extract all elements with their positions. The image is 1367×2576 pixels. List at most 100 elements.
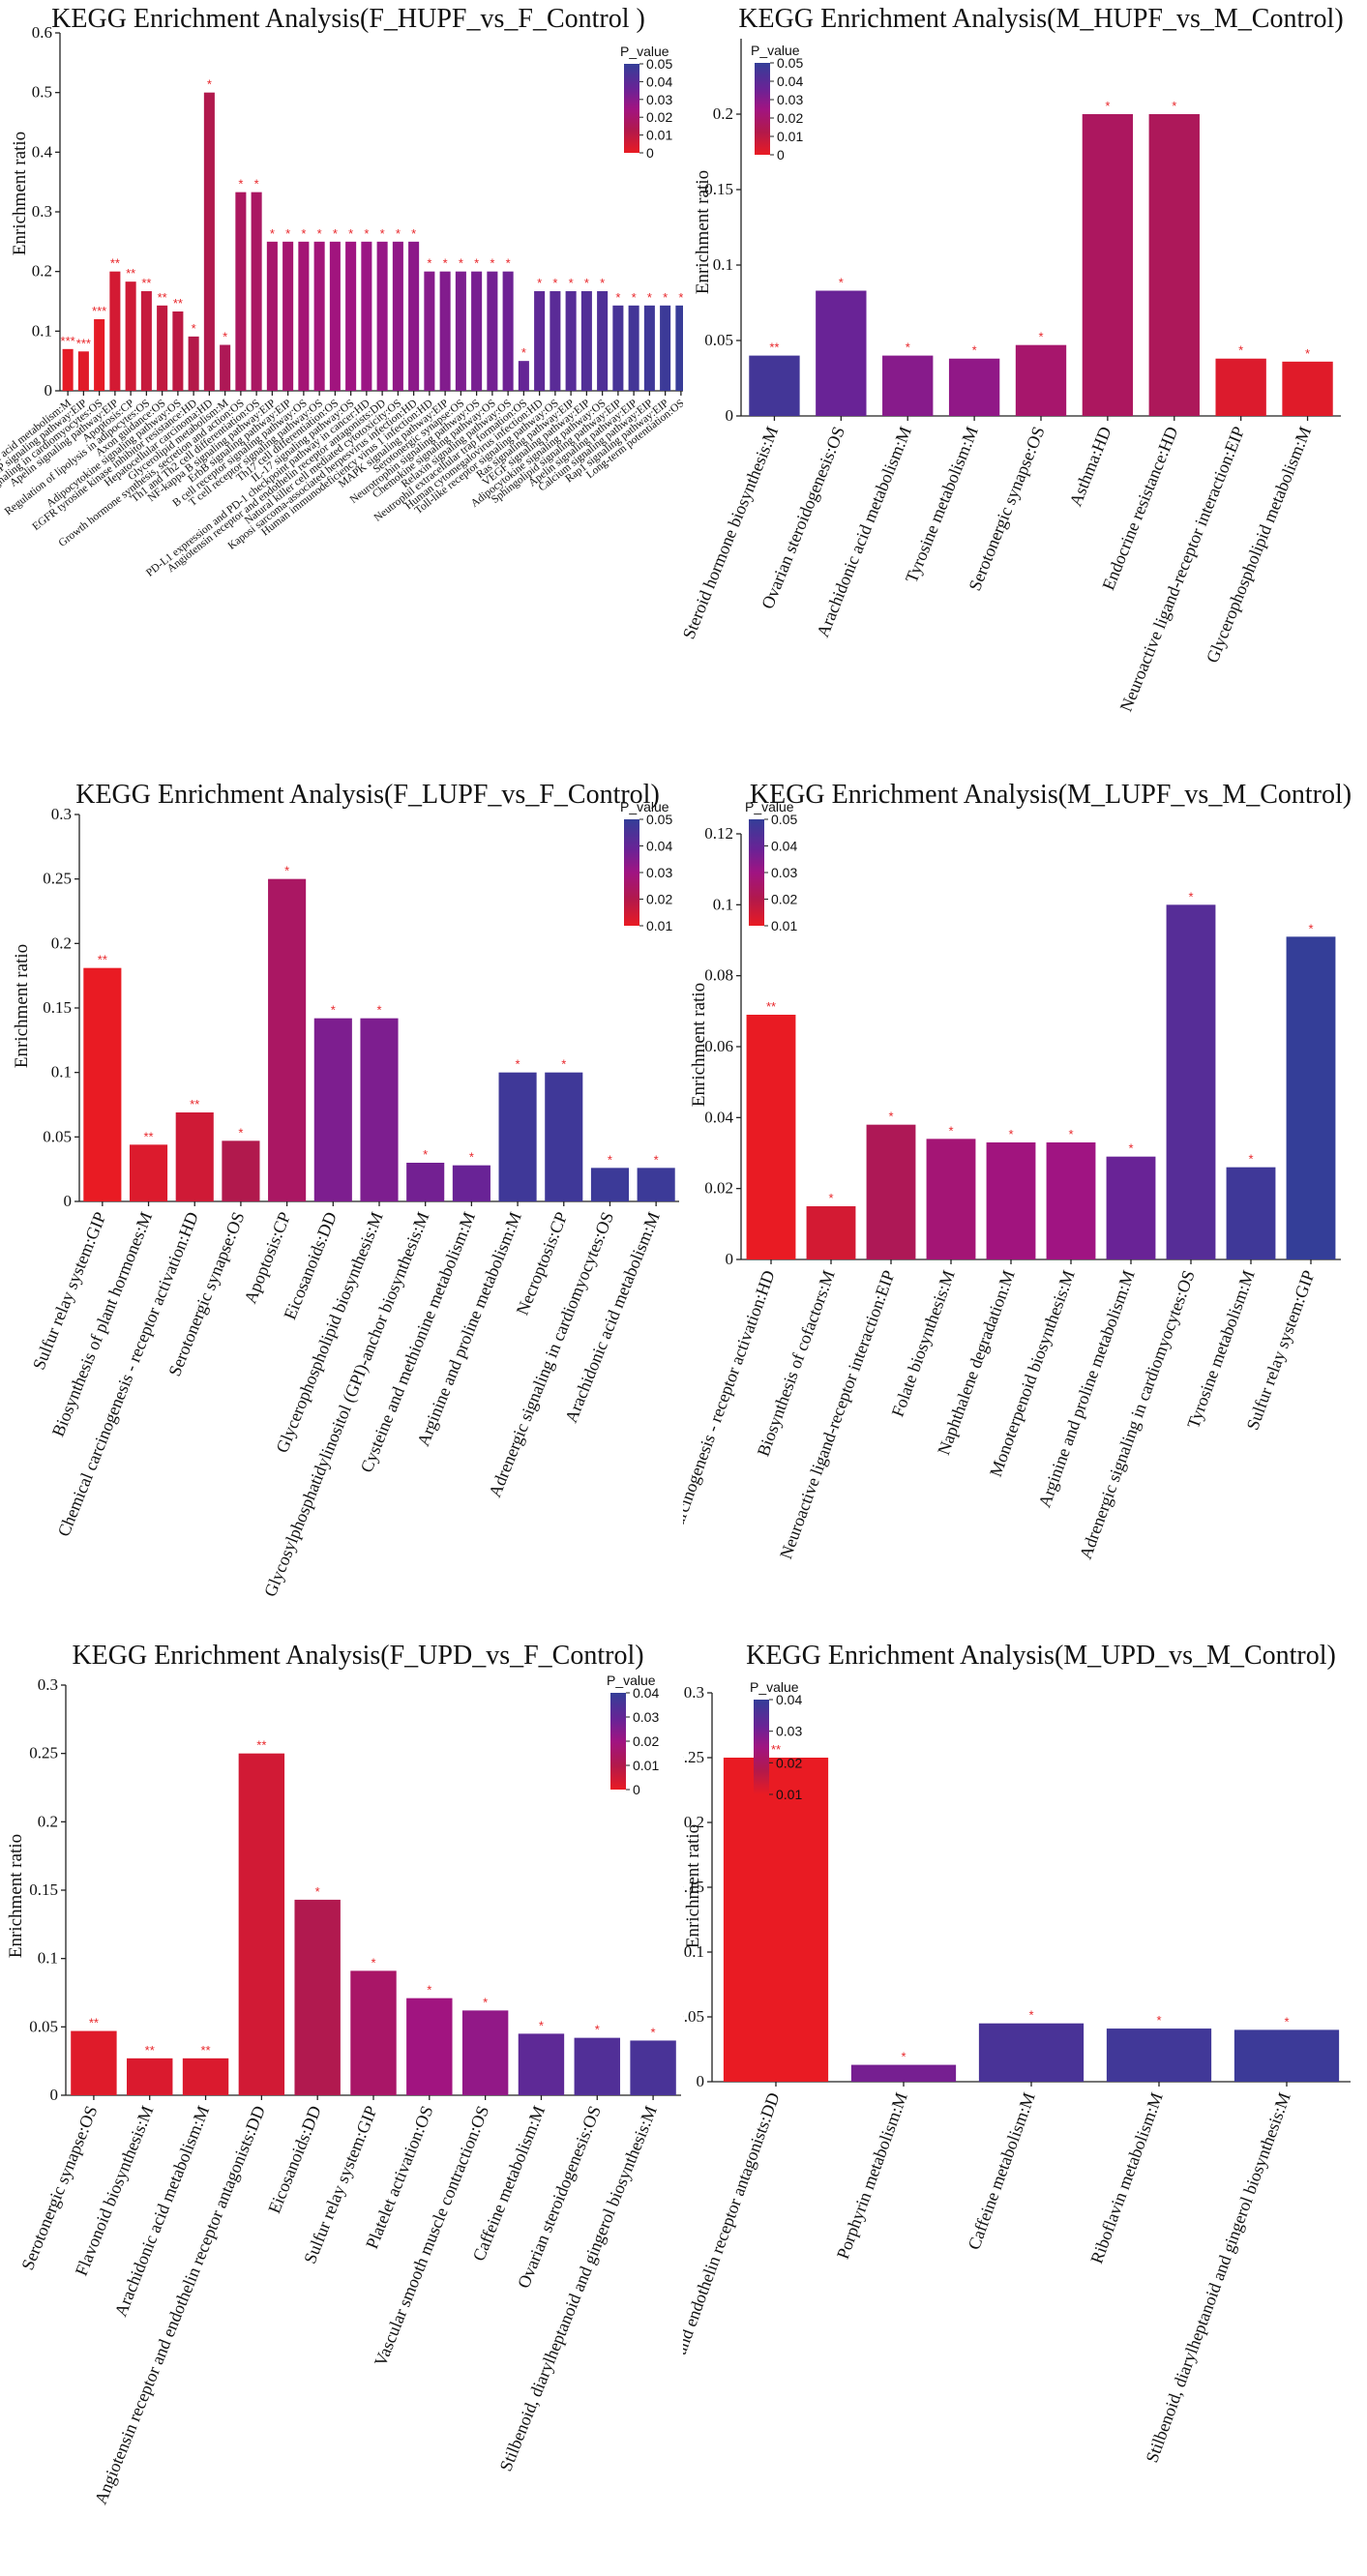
legend-colorbar-4 bbox=[749, 819, 764, 926]
y-tick-label-2-2: 0.1 bbox=[713, 255, 733, 274]
legend-tick-label-1-0: 0.05 bbox=[646, 56, 672, 72]
bar-3-11 bbox=[590, 1168, 630, 1201]
bar-1-33 bbox=[580, 291, 592, 391]
legend-tick-label-5-3: 0.01 bbox=[633, 1758, 659, 1773]
significance-label-5-0: ** bbox=[89, 2016, 99, 2030]
significance-label-1-33: * bbox=[584, 276, 589, 290]
significance-label-1-34: * bbox=[600, 276, 605, 290]
bar-4-8 bbox=[1226, 1167, 1276, 1259]
y-tick-label-5-4: 0.2 bbox=[38, 1812, 58, 1830]
bar-1-0 bbox=[62, 348, 74, 391]
legend-tick-label-3-4: 0.01 bbox=[646, 918, 672, 933]
significance-label-3-11: * bbox=[608, 1152, 612, 1167]
y-tick-label-4-1: 0.02 bbox=[704, 1179, 733, 1198]
legend-tick-label-6-2: 0.02 bbox=[776, 1755, 802, 1770]
significance-label-5-10: * bbox=[651, 2025, 656, 2039]
x-tick-label-6-3: Riboflavin metabolism:M bbox=[1086, 2090, 1167, 2266]
legend-tick-label-5-1: 0.03 bbox=[633, 1709, 659, 1725]
legend-title-3: P_value bbox=[620, 799, 669, 814]
y-tick-label-5-1: 0.05 bbox=[29, 2017, 58, 2035]
bar-4-4 bbox=[986, 1142, 1036, 1259]
y-tick-label-5-3: 0.15 bbox=[29, 1880, 58, 1899]
significance-label-1-7: ** bbox=[173, 296, 183, 311]
y-tick-label-5-6: 0.3 bbox=[38, 1675, 58, 1694]
significance-label-1-21: * bbox=[396, 226, 401, 241]
bar-5-0 bbox=[71, 2030, 117, 2095]
significance-label-2-3: * bbox=[972, 343, 977, 358]
significance-label-2-6: * bbox=[1172, 99, 1176, 113]
legend-colorbar-2 bbox=[755, 63, 770, 155]
bar-3-6 bbox=[360, 1018, 399, 1201]
y-tick-label-6-3: 0.15 bbox=[683, 1878, 704, 1896]
significance-label-1-11: * bbox=[238, 177, 243, 192]
y-axis-label-6: Enrichment ratio bbox=[683, 1824, 703, 1948]
legend-tick-label-2-1: 0.04 bbox=[777, 74, 803, 89]
significance-label-4-5: * bbox=[1068, 1127, 1073, 1141]
bar-1-8 bbox=[188, 336, 199, 391]
significance-label-3-7: * bbox=[423, 1147, 428, 1162]
x-tick-label-2-4: Serotonergic synapse:OS bbox=[965, 424, 1048, 593]
legend-tick-label-4-0: 0.05 bbox=[771, 812, 797, 827]
legend-tick-label-4-4: 0.01 bbox=[771, 918, 797, 933]
legend-tick-label-1-5: 0 bbox=[646, 145, 654, 161]
y-tick-label-5-5: 0.25 bbox=[29, 1744, 58, 1762]
bar-5-4 bbox=[294, 1899, 341, 2095]
y-tick-label-3-4: 0.2 bbox=[51, 933, 72, 952]
y-tick-label-1-5: 0.5 bbox=[32, 83, 52, 102]
significance-label-5-2: ** bbox=[200, 2043, 210, 2058]
x-tick-label-2-7: Neuroactive ligand-receptor interaction:… bbox=[1116, 424, 1249, 714]
legend-tick-label-5-0: 0.04 bbox=[633, 1685, 659, 1701]
significance-label-1-17: * bbox=[333, 226, 338, 241]
legend-title-5: P_value bbox=[607, 1673, 656, 1688]
legend-tick-label-3-1: 0.04 bbox=[646, 839, 672, 854]
chart-title-3: KEGG Enrichment Analysis(F_LUPF_vs_F_Con… bbox=[75, 780, 660, 810]
significance-label-1-29: * bbox=[521, 345, 526, 360]
legend-tick-label-6-1: 0.03 bbox=[776, 1724, 802, 1739]
y-tick-label-2-0: 0 bbox=[726, 406, 734, 425]
bar-1-19 bbox=[361, 241, 372, 391]
y-tick-label-3-1: 0.05 bbox=[43, 1127, 72, 1145]
significance-label-1-37: * bbox=[647, 290, 652, 305]
significance-label-5-6: * bbox=[427, 1983, 431, 1998]
significance-label-3-1: ** bbox=[143, 1129, 153, 1143]
significance-label-1-31: * bbox=[552, 276, 557, 290]
bar-3-9 bbox=[498, 1072, 537, 1201]
y-tick-label-3-6: 0.3 bbox=[51, 805, 72, 823]
significance-label-2-4: * bbox=[1038, 330, 1043, 344]
legend-tick-label-3-0: 0.05 bbox=[646, 812, 672, 827]
bar-1-25 bbox=[455, 271, 466, 391]
chart-svg-2: KEGG Enrichment Analysis(M_HUPF_vs_M_Con… bbox=[683, 4, 1344, 714]
bar-5-6 bbox=[406, 1998, 453, 2095]
bar-1-15 bbox=[298, 241, 310, 391]
significance-label-1-1: *** bbox=[76, 336, 91, 350]
bar-2-6 bbox=[1148, 114, 1200, 416]
y-tick-label-1-4: 0.4 bbox=[32, 142, 53, 161]
bar-5-3 bbox=[238, 1753, 285, 2095]
y-axis-label-4: Enrichment ratio bbox=[689, 983, 709, 1107]
x-tick-label-6-4: Stilbenoid, diarylheptanoid and gingerol… bbox=[1142, 2090, 1293, 2466]
significance-label-1-18: * bbox=[348, 226, 353, 241]
bar-1-27 bbox=[487, 271, 498, 391]
significance-label-1-25: * bbox=[459, 256, 463, 271]
significance-label-3-4: * bbox=[284, 864, 289, 878]
significance-label-6-4: * bbox=[1284, 2014, 1289, 2028]
significance-label-1-13: * bbox=[270, 226, 275, 241]
significance-label-3-10: * bbox=[561, 1057, 566, 1072]
legend-tick-label-6-3: 0.01 bbox=[776, 1787, 802, 1802]
significance-label-6-0: ** bbox=[771, 1742, 781, 1757]
bar-2-0 bbox=[749, 355, 800, 416]
x-tick-label-4-2: Neuroactive ligand-receptor interaction:… bbox=[776, 1268, 899, 1562]
bar-1-32 bbox=[565, 291, 577, 391]
bar-1-14 bbox=[282, 241, 294, 391]
chart-panel-2: KEGG Enrichment Analysis(M_HUPF_vs_M_Con… bbox=[683, 0, 1367, 716]
legend-tick-label-4-1: 0.04 bbox=[771, 839, 797, 854]
bar-3-1 bbox=[129, 1144, 168, 1201]
legend-tick-label-2-4: 0.01 bbox=[777, 129, 803, 144]
significance-label-1-12: * bbox=[254, 177, 259, 192]
bar-1-28 bbox=[502, 271, 514, 391]
bar-4-9 bbox=[1286, 936, 1336, 1259]
y-axis-label-2: Enrichment ratio bbox=[693, 170, 713, 294]
legend-tick-label-5-4: 0 bbox=[633, 1782, 640, 1797]
chart-title-2: KEGG Enrichment Analysis(M_HUPF_vs_M_Con… bbox=[738, 4, 1343, 34]
bar-4-6 bbox=[1106, 1156, 1156, 1259]
